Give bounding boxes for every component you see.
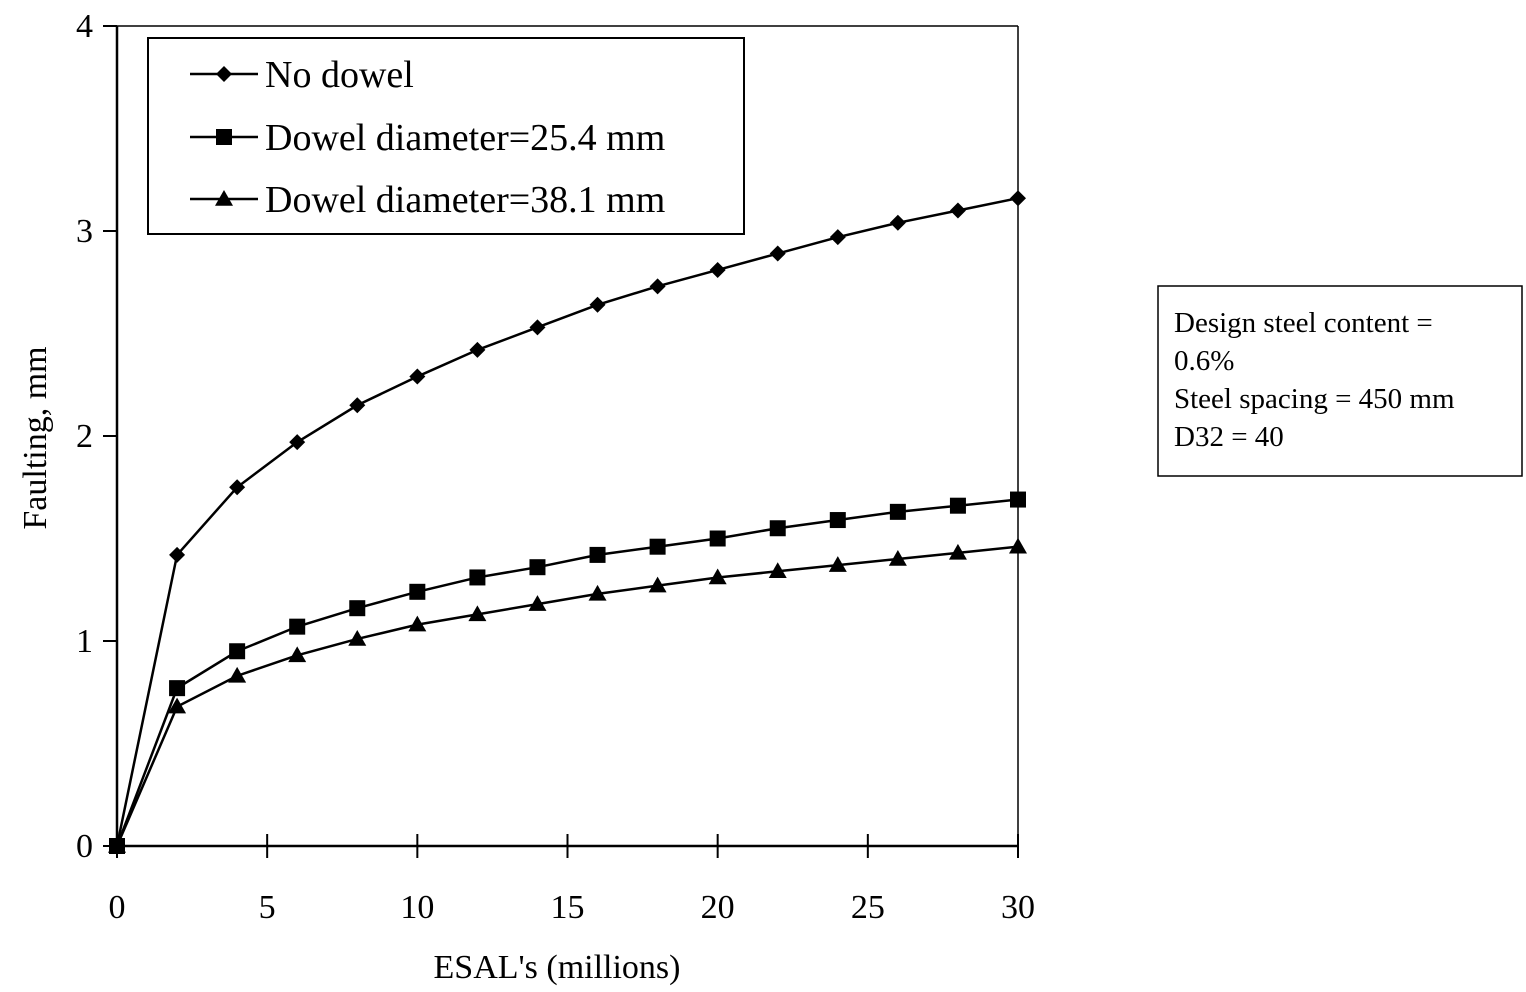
data-point <box>469 341 486 358</box>
data-point <box>349 397 366 414</box>
data-point <box>229 479 246 496</box>
data-point <box>349 600 366 617</box>
legend-marker <box>216 129 232 145</box>
data-point <box>889 503 906 520</box>
data-point <box>228 666 247 683</box>
data-point <box>169 680 186 697</box>
legend-label: No dowel <box>265 54 414 96</box>
data-point <box>468 605 487 622</box>
data-point <box>409 368 426 385</box>
y-tick-label: 4 <box>76 8 93 45</box>
data-point <box>348 629 367 646</box>
x-tick-label: 5 <box>259 889 276 926</box>
data-point <box>1010 190 1026 207</box>
data-point <box>648 576 667 593</box>
x-tick-label: 15 <box>551 889 585 926</box>
data-point <box>948 543 967 560</box>
legend-label: Dowel diameter=25.4 mm <box>265 117 665 159</box>
data-point <box>769 245 786 262</box>
tick-marks: 0 5 10 15 20 25 30 0 1 2 3 4 <box>76 8 1035 926</box>
plot-frame <box>117 25 1019 846</box>
x-tick-label: 20 <box>701 889 735 926</box>
data-point <box>829 229 846 246</box>
data-point <box>528 595 547 611</box>
series-line <box>115 498 1019 847</box>
series-lines <box>115 196 1019 847</box>
data-point <box>829 512 846 529</box>
data-point <box>588 584 607 601</box>
y-tick-label: 3 <box>76 213 93 250</box>
legend: No dowel Dowel diameter=25.4 mm Dowel diam… <box>147 37 745 235</box>
x-tick-label: 30 <box>1001 889 1035 926</box>
series-line <box>115 196 1019 847</box>
design-note-box <box>1157 285 1523 477</box>
data-point <box>649 538 666 555</box>
data-point <box>229 643 246 660</box>
data-point <box>589 296 606 313</box>
data-point <box>949 497 966 514</box>
data-point <box>169 546 186 563</box>
data-point <box>529 559 546 576</box>
series-markers <box>108 190 1027 854</box>
data-point <box>409 583 426 600</box>
data-point <box>649 278 666 295</box>
y-axis-title: Faulting, mm <box>17 346 54 529</box>
data-point <box>1010 491 1026 508</box>
data-point <box>289 618 306 635</box>
x-axis-title: ESAL's (millions) <box>434 949 681 986</box>
data-point <box>828 556 847 572</box>
legend-marker <box>216 66 232 82</box>
y-tick-label: 0 <box>76 828 93 865</box>
data-point <box>768 562 787 579</box>
design-note-line: Steel spacing = 450 mm <box>1174 383 1455 415</box>
data-point <box>589 546 606 563</box>
y-tick-label: 2 <box>76 418 93 455</box>
data-point <box>469 569 486 586</box>
data-point <box>888 550 907 566</box>
data-point <box>709 261 726 278</box>
series-line <box>115 545 1019 847</box>
data-point <box>949 202 966 219</box>
data-point <box>709 530 726 547</box>
data-point <box>408 615 427 632</box>
design-note-line: D32 = 40 <box>1174 421 1284 453</box>
design-note: Design steel content = 0.6% Steel spacin… <box>1157 285 1523 477</box>
data-point <box>889 214 906 231</box>
data-point <box>708 568 727 585</box>
data-point <box>108 837 126 853</box>
design-note-line: Design steel content = <box>1174 307 1433 339</box>
design-note-line: 0.6% <box>1174 345 1234 377</box>
x-tick-label: 0 <box>109 889 126 926</box>
data-point <box>168 697 187 714</box>
x-tick-label: 25 <box>851 889 885 926</box>
y-tick-label: 1 <box>76 623 93 660</box>
data-point <box>289 434 306 451</box>
data-point <box>769 520 786 537</box>
data-point <box>288 646 307 663</box>
x-tick-label: 10 <box>400 889 434 926</box>
legend-label: Dowel diameter=38.1 mm <box>265 179 665 221</box>
legend-marker <box>215 190 233 206</box>
data-point <box>529 319 546 336</box>
data-point <box>1009 537 1027 554</box>
